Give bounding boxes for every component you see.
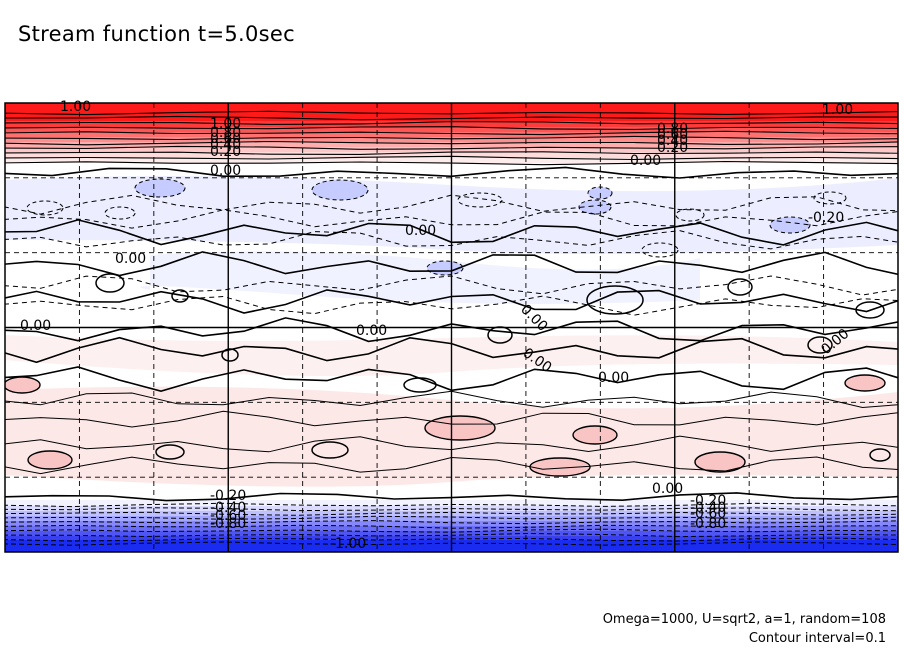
contour-label: -0.20 (210, 488, 246, 504)
negative-contour-loop (457, 192, 503, 208)
positive-extremum (694, 451, 746, 473)
zero-contour-loop (171, 289, 189, 303)
contour-label: -0.80 (210, 516, 246, 532)
contour-label: 0.00 (405, 223, 436, 239)
negative-extremum (311, 179, 369, 201)
negative-contour-loop (675, 208, 705, 222)
parameters-note: Omega=1000, U=sqrt2, a=1, random=108 (602, 612, 886, 627)
contour-label: 0.80 (657, 121, 688, 137)
zero-contour-loop (855, 301, 885, 319)
contour-label: -0.40 (210, 500, 246, 516)
zero-contour-loop (727, 278, 753, 296)
contour-label: 0.00 (356, 323, 387, 339)
negative-contour (5, 194, 898, 215)
contour-interval-note: Contour interval=0.1 (748, 631, 886, 646)
zero-contour-loop (807, 336, 833, 354)
contour-label: 0.40 (210, 137, 241, 153)
negative-contour-loop (104, 206, 136, 220)
chart-title: Stream function t=5.0sec (18, 22, 295, 46)
zero-contour-loop (95, 273, 125, 293)
contour-label: 0.60 (657, 127, 688, 143)
contour-label: 0.80 (210, 125, 241, 141)
positive-extremum (424, 415, 496, 441)
contour-label: 0.00 (210, 163, 241, 179)
contour-label: 0.00 (652, 481, 683, 497)
zero-contour-loop (155, 444, 185, 460)
plot-frame (4, 102, 899, 553)
contour-labels: 1.001.001.000.800.600.400.200.800.600.40… (20, 99, 853, 552)
contour-label: 0.40 (657, 133, 688, 149)
zero-contour-loop (586, 285, 644, 315)
grid-lines (5, 103, 898, 552)
contour-label: 0.00 (630, 153, 661, 169)
contour-label: 0.00 (598, 370, 629, 386)
negative-extremum (769, 216, 811, 234)
contour-label: 0.00 (20, 318, 51, 334)
contour-label: 1.00 (210, 116, 241, 132)
contour-label: -0.20 (808, 210, 844, 226)
contour-label: -0.20 (690, 493, 726, 509)
negative-contour-loop (813, 191, 847, 205)
zero-contour-loop (221, 348, 239, 362)
positive-extremum (844, 374, 886, 392)
contour-label: -0.60 (210, 508, 246, 524)
contour-label: 0.60 (210, 131, 241, 147)
positive-extremum (572, 425, 618, 445)
contour-label: -0.40 (690, 500, 726, 516)
negative-contour-loop (641, 242, 679, 258)
negative-extremum (134, 178, 186, 198)
contour-label: 1.00 (822, 102, 853, 118)
zero-contour-loop (869, 448, 891, 462)
contour-label: -0.80 (690, 516, 726, 532)
positive-extremum (27, 450, 73, 470)
contour-label: -1.00 (330, 536, 366, 552)
negative-contour-loop (26, 200, 64, 216)
contour-label: 1.00 (60, 99, 91, 115)
positive-extremum (5, 376, 41, 394)
contour-label: 0.20 (657, 140, 688, 156)
negative-region (140, 251, 700, 304)
zero-contour-loop (403, 377, 437, 393)
negative-extremum (578, 199, 612, 215)
contour-label: -0.60 (690, 506, 726, 522)
zero-contour-loop (311, 441, 349, 459)
contour-label: 0.00 (115, 251, 146, 267)
contour-label: 0.20 (210, 144, 241, 160)
